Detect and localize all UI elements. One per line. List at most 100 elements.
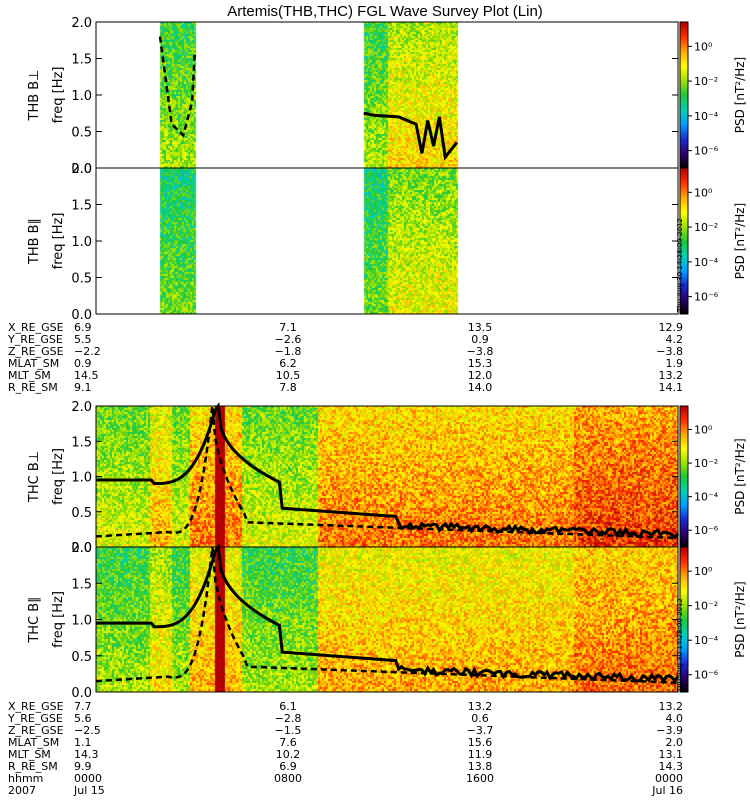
colorbar-band <box>680 168 688 170</box>
spectrogram-panel-3: 2.0 1.5 1.0 0.5 0.0 THC B⊥ freq [Hz] <box>27 400 680 556</box>
colorbar-band <box>680 107 688 109</box>
colorbar-band <box>680 145 688 147</box>
colorbar-band <box>680 97 688 99</box>
colorbar-band <box>680 59 688 61</box>
colorbar-band <box>680 259 688 261</box>
colorbar-label: PSD [nT²/Hz] <box>733 581 747 657</box>
colorbar-band <box>680 667 688 669</box>
ephem-value: 0.6 <box>471 712 489 725</box>
colorbar-band <box>680 414 688 416</box>
colorbar-band <box>680 635 688 637</box>
colorbar-band <box>680 120 688 122</box>
colorbar-band <box>680 411 688 413</box>
colorbar-band <box>680 437 688 439</box>
colorbar-band <box>680 80 688 82</box>
colorbar-band <box>680 484 688 486</box>
colorbar-band <box>680 472 688 474</box>
colorbar-band <box>680 557 688 559</box>
colorbar-label: PSD [nT²/Hz] <box>733 203 747 279</box>
ephem-row-label: hhmm <box>8 772 43 785</box>
colorbar-band <box>680 52 688 54</box>
colorbar-band <box>680 576 688 578</box>
colorbar-band <box>680 491 688 493</box>
ephem-value: 14.0 <box>468 381 493 394</box>
colorbar-band <box>680 63 688 65</box>
colorbar-band <box>680 496 688 498</box>
ephem-value: 15.6 <box>468 736 493 749</box>
colorbar-band <box>680 116 688 118</box>
colorbar-band <box>680 38 688 40</box>
colorbar-band <box>680 641 688 643</box>
colorbar-band <box>680 31 688 33</box>
colorbar-band <box>680 39 688 41</box>
ytick-label: 1.0 <box>71 614 92 629</box>
colorbar-band <box>680 111 688 113</box>
colorbar-band <box>680 551 688 553</box>
ylabel-freq: freq [Hz] <box>51 213 66 270</box>
colorbar-band <box>680 110 688 112</box>
colorbar-band <box>680 610 688 612</box>
colorbar-band <box>680 165 688 167</box>
colorbar-band <box>680 142 688 144</box>
colorbar-tick-label: 10⁻² <box>694 221 718 234</box>
colorbar-band <box>680 182 688 184</box>
colorbar-band <box>680 212 688 214</box>
colorbar-band <box>680 624 688 626</box>
colorbar-band <box>680 189 688 191</box>
colorbar-band <box>680 235 688 237</box>
colorbar-band <box>680 593 688 595</box>
colorbar-band <box>680 536 688 538</box>
ephem-value: 7.7 <box>74 700 92 713</box>
colorbar-band <box>680 509 688 511</box>
colorbar-band <box>680 544 688 546</box>
colorbar-band <box>680 175 688 177</box>
colorbar-band <box>680 86 688 88</box>
colorbar-band <box>680 523 688 525</box>
colorbar-band <box>680 264 688 266</box>
colorbar-band <box>680 494 688 496</box>
colorbar-band <box>680 600 688 602</box>
colorbar-band <box>680 304 688 306</box>
colorbar-band <box>680 89 688 91</box>
colorbar-band <box>680 184 688 186</box>
ephem-value: 14.3 <box>74 748 99 761</box>
colorbar-band <box>680 124 688 126</box>
colorbar-band <box>680 87 688 89</box>
colorbar-band <box>680 239 688 241</box>
ephem-row-label: MLAT_SM <box>8 357 59 370</box>
ephem-value: −2.6 <box>275 333 302 346</box>
colorbar-band <box>680 605 688 607</box>
colorbar-band <box>680 637 688 639</box>
colorbar-band <box>680 539 688 541</box>
colorbar-band <box>680 482 688 484</box>
colorbar-band <box>680 143 688 145</box>
colorbar-band <box>680 178 688 180</box>
colorbar-band <box>680 457 688 459</box>
colorbar-band <box>680 265 688 267</box>
colorbar-band <box>680 22 688 24</box>
colorbar-4: 10⁰ 10⁻² 10⁻⁴ 10⁻⁶ PSD [nT²/Hz] <box>679 546 747 693</box>
colorbar-band <box>680 503 688 505</box>
colorbar-band <box>680 232 688 234</box>
colorbar-tick-label: 10⁻² <box>694 457 718 470</box>
colorbar-band <box>680 602 688 604</box>
ephem-value: 9.1 <box>74 381 92 394</box>
colorbar-band <box>680 654 688 656</box>
colorbar-band <box>680 456 688 458</box>
colorbar-tick-label: 10⁰ <box>694 565 713 578</box>
colorbar-band <box>680 136 688 138</box>
colorbar-band <box>680 137 688 139</box>
colorbar-band <box>680 660 688 662</box>
ytick-label: 0.5 <box>71 506 92 521</box>
colorbar-band <box>680 583 688 585</box>
colorbar-band <box>680 210 688 212</box>
colorbar-band <box>680 517 688 519</box>
colorbar-2: 10⁰ 10⁻² 10⁻⁴ 10⁻⁶ PSD [nT²/Hz] <box>679 167 747 315</box>
colorbar-band <box>680 521 688 523</box>
ytick-label: 1.0 <box>71 471 92 486</box>
colorbar-band <box>680 115 688 117</box>
ytick-label: 0.0 <box>71 162 92 177</box>
ephemeris-thc: X_RE_GSE 7.7 6.1 13.2 13.2 Y_RE_GSE 5.6 −2.8 0.6… <box>7 700 683 797</box>
colorbar-band <box>680 228 688 230</box>
